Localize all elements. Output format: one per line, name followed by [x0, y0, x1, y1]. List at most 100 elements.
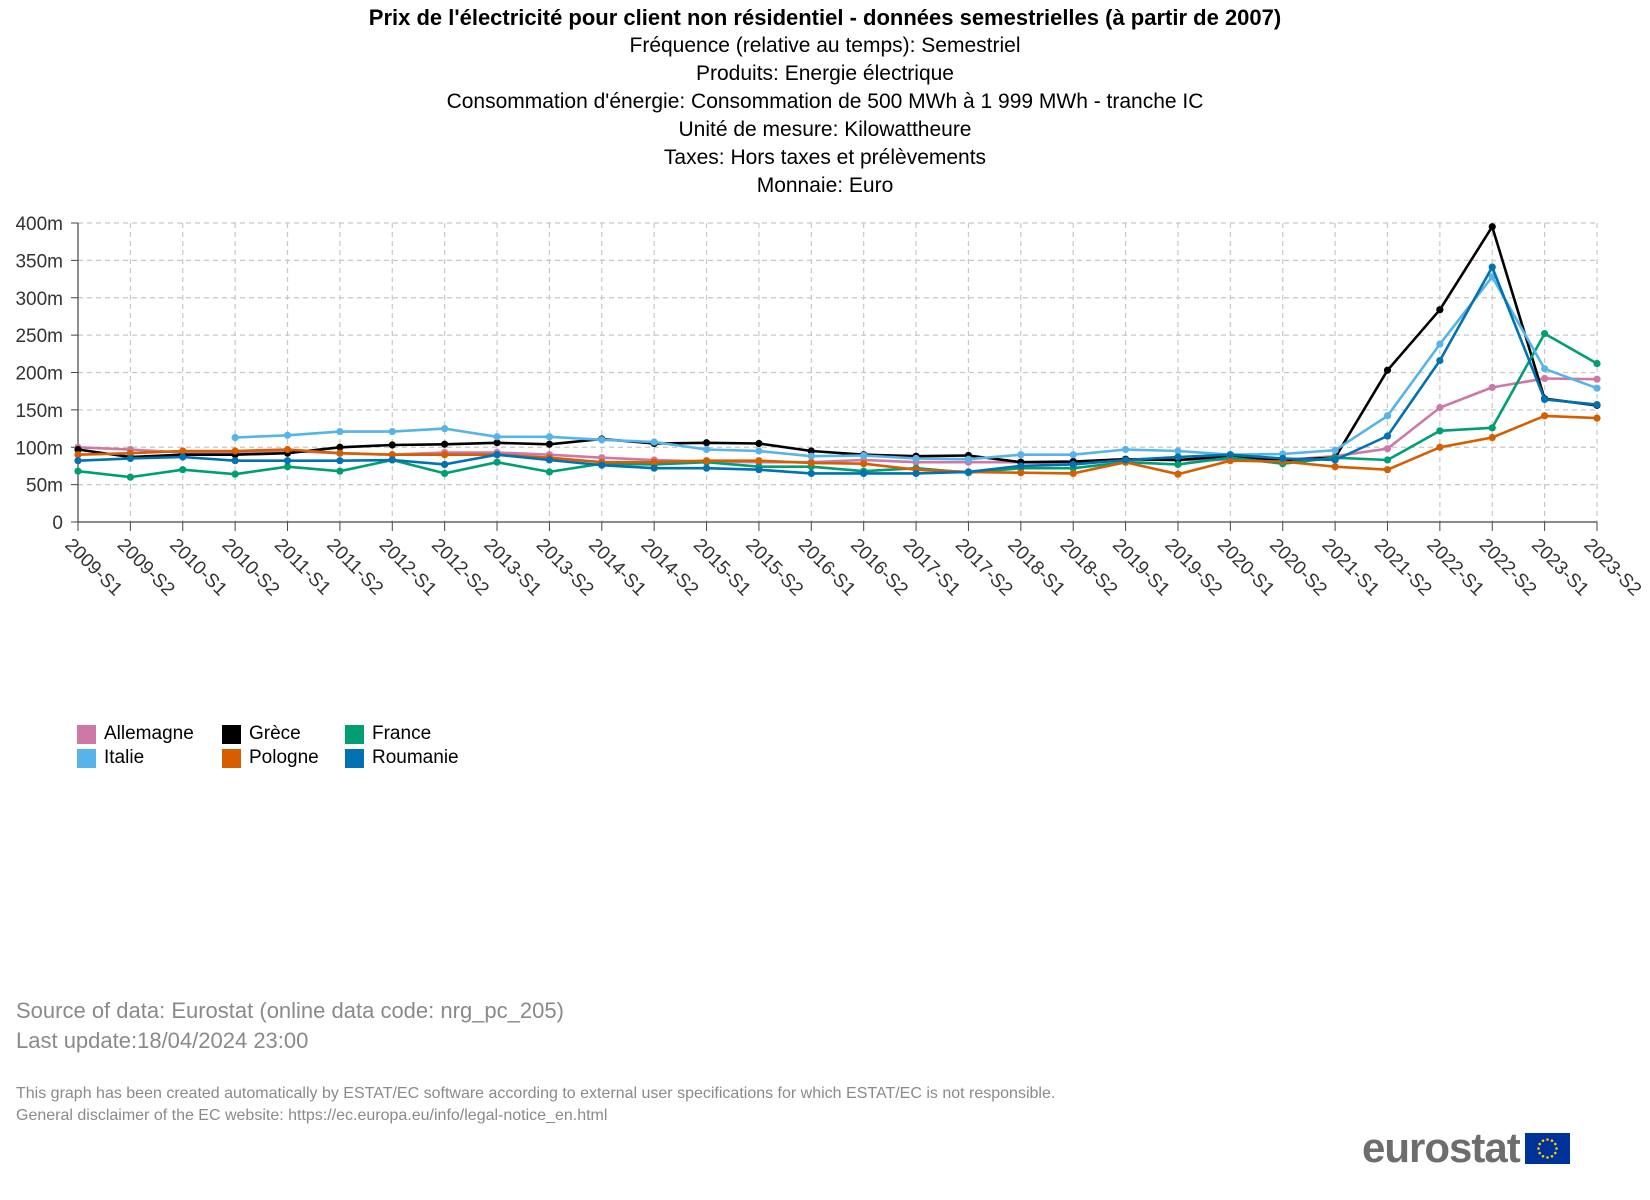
data-point-grece[interactable] [388, 441, 396, 449]
data-point-roumanie[interactable] [1436, 356, 1444, 365]
data-point-italie[interactable] [912, 454, 920, 463]
data-point-grece[interactable] [1488, 223, 1496, 231]
data-point-pologne[interactable] [1017, 469, 1025, 477]
data-point-italie[interactable] [1174, 447, 1182, 455]
data-point-pologne[interactable] [1541, 412, 1549, 420]
data-point-pologne[interactable] [283, 445, 292, 454]
data-point-pologne[interactable] [441, 451, 449, 459]
data-point-allemagne[interactable] [1488, 383, 1496, 392]
data-point-france[interactable] [74, 467, 82, 475]
data-point-allemagne[interactable] [1383, 445, 1392, 453]
data-point-pologne[interactable] [388, 451, 396, 459]
data-point-pologne[interactable] [336, 449, 344, 457]
data-point-grece[interactable] [336, 443, 344, 451]
legend-item-roumanie[interactable]: Roumanie [345, 746, 459, 770]
data-point-grece[interactable] [755, 439, 763, 448]
legend-item-france[interactable]: France [345, 722, 431, 746]
data-point-italie[interactable] [1017, 451, 1025, 459]
data-point-italie[interactable] [755, 447, 763, 455]
data-point-pologne[interactable] [1174, 470, 1182, 478]
data-point-italie[interactable] [441, 424, 449, 433]
data-point-pologne[interactable] [1436, 443, 1444, 451]
data-point-roumanie[interactable] [912, 469, 920, 478]
data-point-roumanie[interactable] [1383, 432, 1392, 440]
data-point-italie[interactable] [964, 455, 973, 463]
data-point-italie[interactable] [860, 451, 868, 460]
data-point-grece[interactable] [545, 440, 554, 448]
data-point-roumanie[interactable] [860, 469, 868, 478]
data-point-roumanie[interactable] [702, 464, 711, 472]
data-point-roumanie[interactable] [545, 456, 554, 464]
data-point-pologne[interactable] [74, 451, 82, 459]
data-point-pologne[interactable] [126, 449, 134, 457]
legend-item-grece[interactable]: Grèce [222, 722, 301, 746]
legend-item-italie[interactable]: Italie [77, 746, 144, 770]
data-point-roumanie[interactable] [74, 457, 82, 465]
data-point-roumanie[interactable] [1279, 454, 1287, 463]
data-point-france[interactable] [336, 467, 344, 475]
data-point-italie[interactable] [336, 427, 344, 436]
data-point-italie[interactable] [283, 431, 292, 439]
data-point-italie[interactable] [1436, 340, 1444, 348]
data-point-roumanie[interactable] [126, 454, 134, 463]
data-point-pologne[interactable] [807, 459, 815, 467]
data-point-france[interactable] [1593, 359, 1601, 368]
data-point-grece[interactable] [441, 440, 449, 448]
data-point-france[interactable] [126, 473, 134, 481]
data-point-pologne[interactable] [1331, 463, 1339, 471]
data-point-italie[interactable] [1541, 365, 1549, 373]
data-point-roumanie[interactable] [441, 460, 449, 469]
data-point-grece[interactable] [807, 447, 815, 455]
data-point-allemagne[interactable] [1541, 374, 1549, 383]
data-point-roumanie[interactable] [598, 461, 606, 469]
data-point-roumanie[interactable] [964, 468, 973, 476]
data-point-grece[interactable] [702, 439, 711, 447]
data-point-france[interactable] [1436, 427, 1444, 435]
data-point-france[interactable] [231, 470, 239, 478]
data-point-pologne[interactable] [650, 458, 658, 466]
data-point-roumanie[interactable] [283, 457, 292, 465]
data-point-pologne[interactable] [702, 457, 711, 465]
data-point-italie[interactable] [598, 436, 606, 444]
data-point-france[interactable] [179, 466, 187, 474]
data-point-roumanie[interactable] [1593, 401, 1601, 409]
data-point-grece[interactable] [493, 439, 501, 447]
data-point-roumanie[interactable] [179, 453, 187, 461]
data-point-roumanie[interactable] [755, 466, 763, 474]
data-point-france[interactable] [493, 458, 501, 466]
data-point-italie[interactable] [1069, 451, 1077, 459]
data-point-italie[interactable] [1383, 412, 1392, 420]
data-point-italie[interactable] [807, 452, 815, 460]
data-point-italie[interactable] [1331, 446, 1339, 454]
legend-item-pologne[interactable]: Pologne [222, 746, 319, 770]
data-point-france[interactable] [1488, 424, 1496, 432]
data-point-roumanie[interactable] [493, 451, 501, 459]
data-point-allemagne[interactable] [1593, 375, 1601, 383]
data-point-italie[interactable] [231, 433, 239, 442]
data-point-pologne[interactable] [1488, 433, 1496, 442]
data-point-pologne[interactable] [1226, 457, 1234, 465]
data-point-allemagne[interactable] [1436, 404, 1444, 412]
data-point-italie[interactable] [388, 427, 396, 436]
data-point-pologne[interactable] [860, 460, 868, 468]
data-point-grece[interactable] [74, 445, 82, 454]
data-point-italie[interactable] [545, 433, 554, 441]
data-point-pologne[interactable] [1593, 414, 1601, 422]
data-point-france[interactable] [1541, 330, 1549, 338]
data-point-italie[interactable] [650, 438, 658, 446]
data-point-italie[interactable] [1121, 445, 1130, 454]
data-point-roumanie[interactable] [1541, 395, 1549, 404]
data-point-pologne[interactable] [755, 457, 763, 465]
data-point-grece[interactable] [1383, 366, 1392, 374]
data-point-italie[interactable] [1593, 384, 1601, 392]
data-point-roumanie[interactable] [650, 464, 658, 472]
data-point-italie[interactable] [702, 445, 711, 454]
data-point-grece[interactable] [1436, 306, 1444, 314]
data-point-pologne[interactable] [179, 447, 187, 455]
data-point-france[interactable] [283, 463, 292, 471]
data-point-roumanie[interactable] [1488, 263, 1496, 271]
data-point-france[interactable] [1174, 460, 1182, 469]
data-point-roumanie[interactable] [1174, 453, 1182, 461]
legend-item-allemagne[interactable]: Allemagne [77, 722, 194, 746]
data-point-roumanie[interactable] [807, 469, 815, 478]
